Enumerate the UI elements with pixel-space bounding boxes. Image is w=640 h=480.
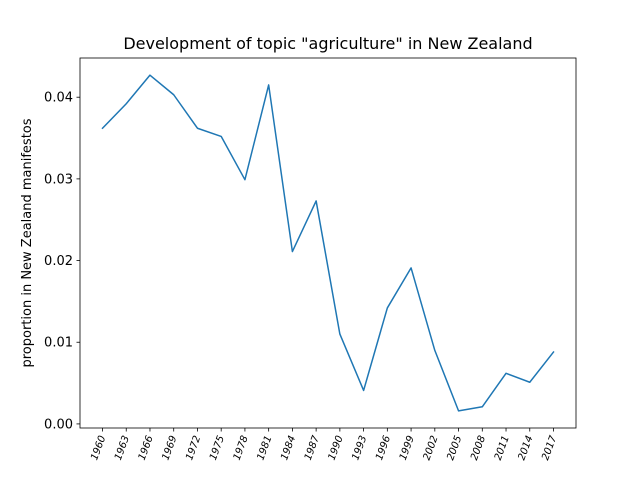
series-line [101,74,555,412]
chart-title: Development of topic "agriculture" in Ne… [123,34,532,53]
plot-frame [79,57,577,429]
y-axis-label: proportion in New Zealand manifestos [20,118,35,367]
series-group [101,74,555,412]
y-tick-label: 0.01 [44,336,73,351]
plot-area [80,58,576,428]
y-tick-label: 0.04 [44,91,73,106]
y-tick-label: 0.02 [44,254,73,269]
y-tick-label: 0.03 [44,172,73,187]
y-tick-label: 0.00 [44,417,73,432]
y-axis: 0.00 0.01 0.02 0.03 0.04 [44,91,80,432]
x-axis: 1960 1963 1966 1969 1972 1975 1978 1981 1984 1987… [89,428,560,462]
